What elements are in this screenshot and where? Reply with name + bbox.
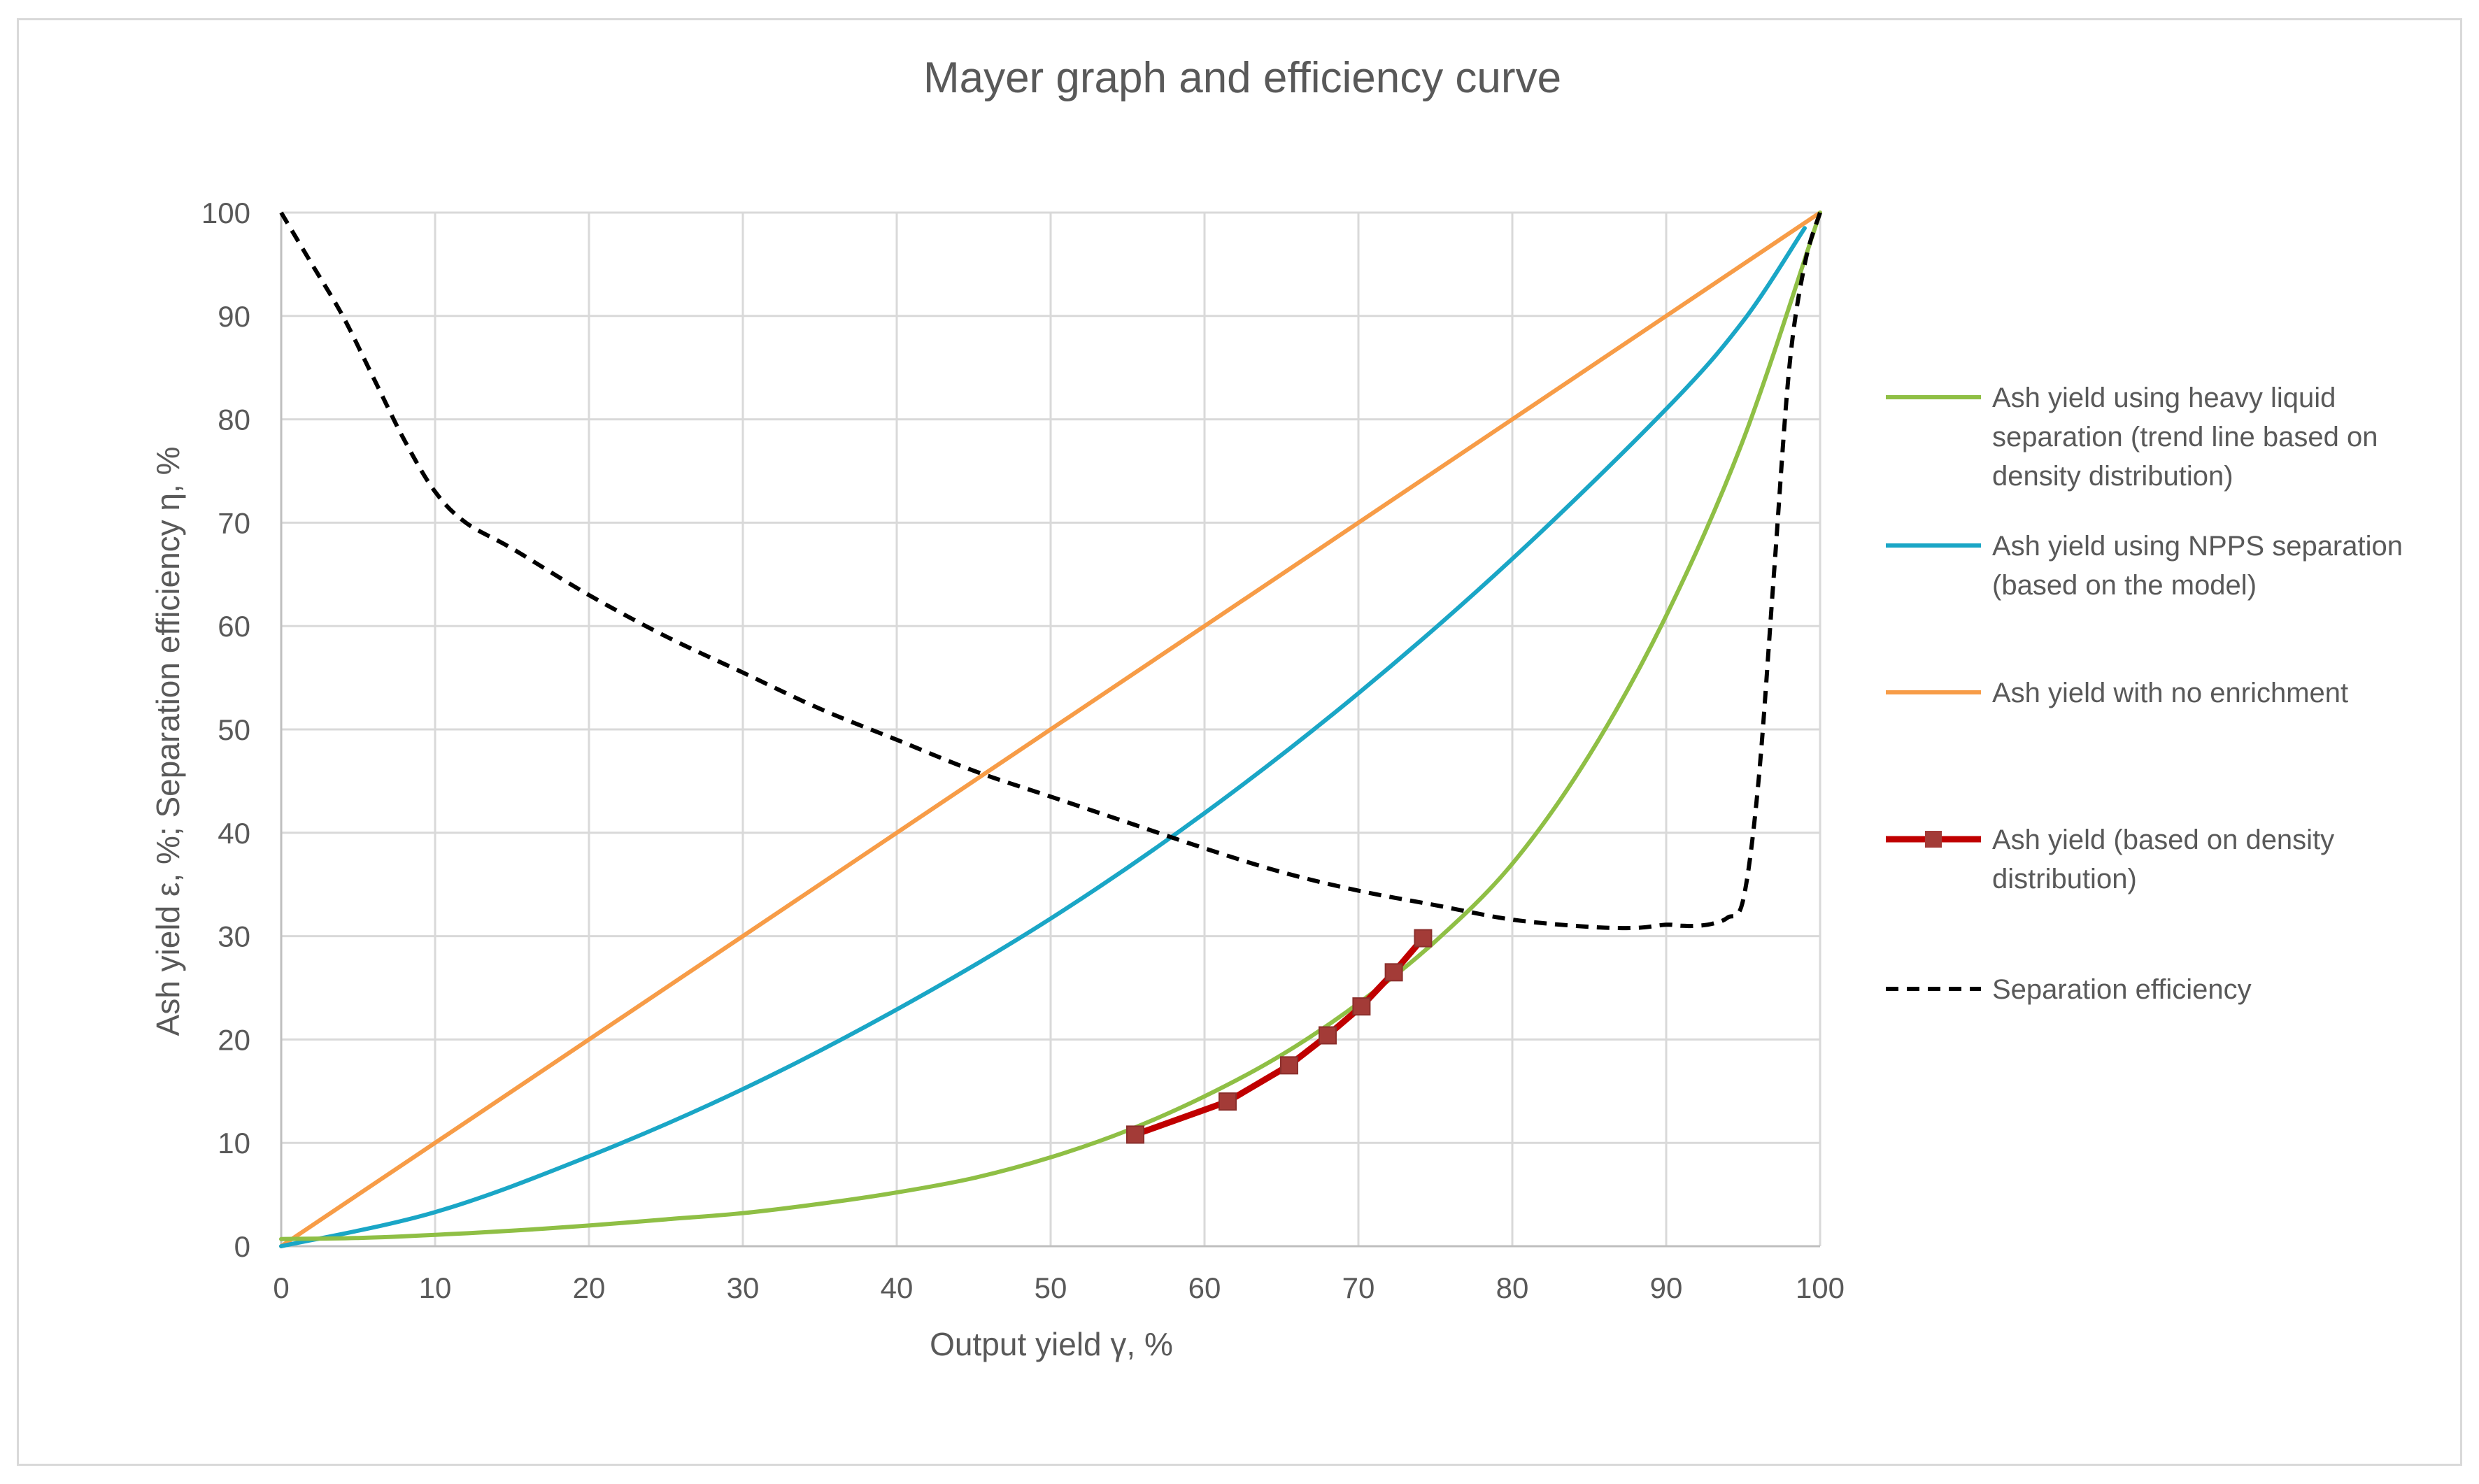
x-tick-label-60: 60: [1188, 1271, 1221, 1304]
chart-title: Mayer graph and efficiency curve: [923, 54, 1561, 102]
x-tick-label-30: 30: [727, 1271, 760, 1304]
x-tick-label-70: 70: [1342, 1271, 1375, 1304]
legend-label-npps-1: (based on the model): [1992, 570, 2257, 601]
legend-label-separation-efficiency-0: Separation efficiency: [1992, 974, 2252, 1005]
legend-label-density-distribution-0: Ash yield (based on density: [1992, 825, 2334, 855]
x-tick-label-80: 80: [1496, 1271, 1529, 1304]
y-tick-label-40: 40: [218, 817, 250, 850]
x-tick-label-0: 0: [273, 1271, 289, 1304]
y-tick-label-60: 60: [218, 610, 250, 643]
legend-label-heavy-liquid-2: density distribution): [1992, 461, 2233, 492]
y-tick-label-70: 70: [218, 506, 250, 539]
y-tick-label-80: 80: [218, 404, 250, 436]
data-point-density-distribution-4: [1352, 997, 1371, 1016]
legend-label-heavy-liquid-0: Ash yield using heavy liquid: [1992, 383, 2336, 413]
axes: [280, 213, 1820, 1248]
legend: Ash yield using heavy liquid separation (…: [1886, 383, 2403, 1005]
legend-label-npps-0: Ash yield using NPPS separation: [1992, 531, 2403, 562]
grid-lines: [281, 211, 1821, 1246]
legend-label-heavy-liquid-1: separation (trend line based on: [1992, 422, 2378, 452]
data-point-density-distribution-3: [1319, 1026, 1337, 1045]
y-axis-title: Ash yield ε, %; Separation efficiency η,…: [150, 447, 186, 1036]
series-line-density-distribution: [1132, 935, 1426, 1138]
y-tick-label-0: 0: [234, 1230, 250, 1263]
x-tick-label-10: 10: [419, 1271, 452, 1304]
y-tick-label-90: 90: [218, 300, 250, 333]
y-tick-label-100: 100: [201, 197, 250, 229]
series-line-no-enrichment: [279, 211, 1822, 1248]
y-tick-label-20: 20: [218, 1023, 250, 1056]
legend-marker-density-distribution: [1925, 831, 1942, 848]
x-axis-title: Output yield γ, %: [930, 1326, 1173, 1362]
data-point-density-distribution-1: [1219, 1092, 1237, 1111]
tick-labels: 0 10 20 30 40 50 60 70 80 90 100 0 10 20 30 40 50 60 70 80 9…: [201, 197, 1845, 1304]
legend-label-no-enrichment-0: Ash yield with no enrichment: [1992, 678, 2348, 708]
plot-series: [279, 211, 1822, 1248]
x-tick-label-40: 40: [881, 1271, 914, 1304]
series-line-npps: [279, 226, 1807, 1248]
y-tick-label-10: 10: [218, 1127, 250, 1160]
x-tick-label-90: 90: [1650, 1271, 1683, 1304]
series-line-separation-efficiency: [279, 211, 1822, 931]
y-tick-label-50: 50: [218, 713, 250, 746]
data-point-density-distribution-2: [1280, 1056, 1298, 1075]
legend-label-density-distribution-1: distribution): [1992, 864, 2137, 894]
x-tick-label-20: 20: [573, 1271, 606, 1304]
x-tick-label-100: 100: [1796, 1271, 1845, 1304]
data-point-density-distribution-5: [1384, 963, 1403, 982]
data-point-density-distribution-0: [1126, 1125, 1144, 1144]
data-point-density-distribution-6: [1414, 929, 1433, 948]
x-tick-label-50: 50: [1035, 1271, 1067, 1304]
chart-area: [17, 18, 2462, 1466]
y-tick-label-30: 30: [218, 920, 250, 953]
